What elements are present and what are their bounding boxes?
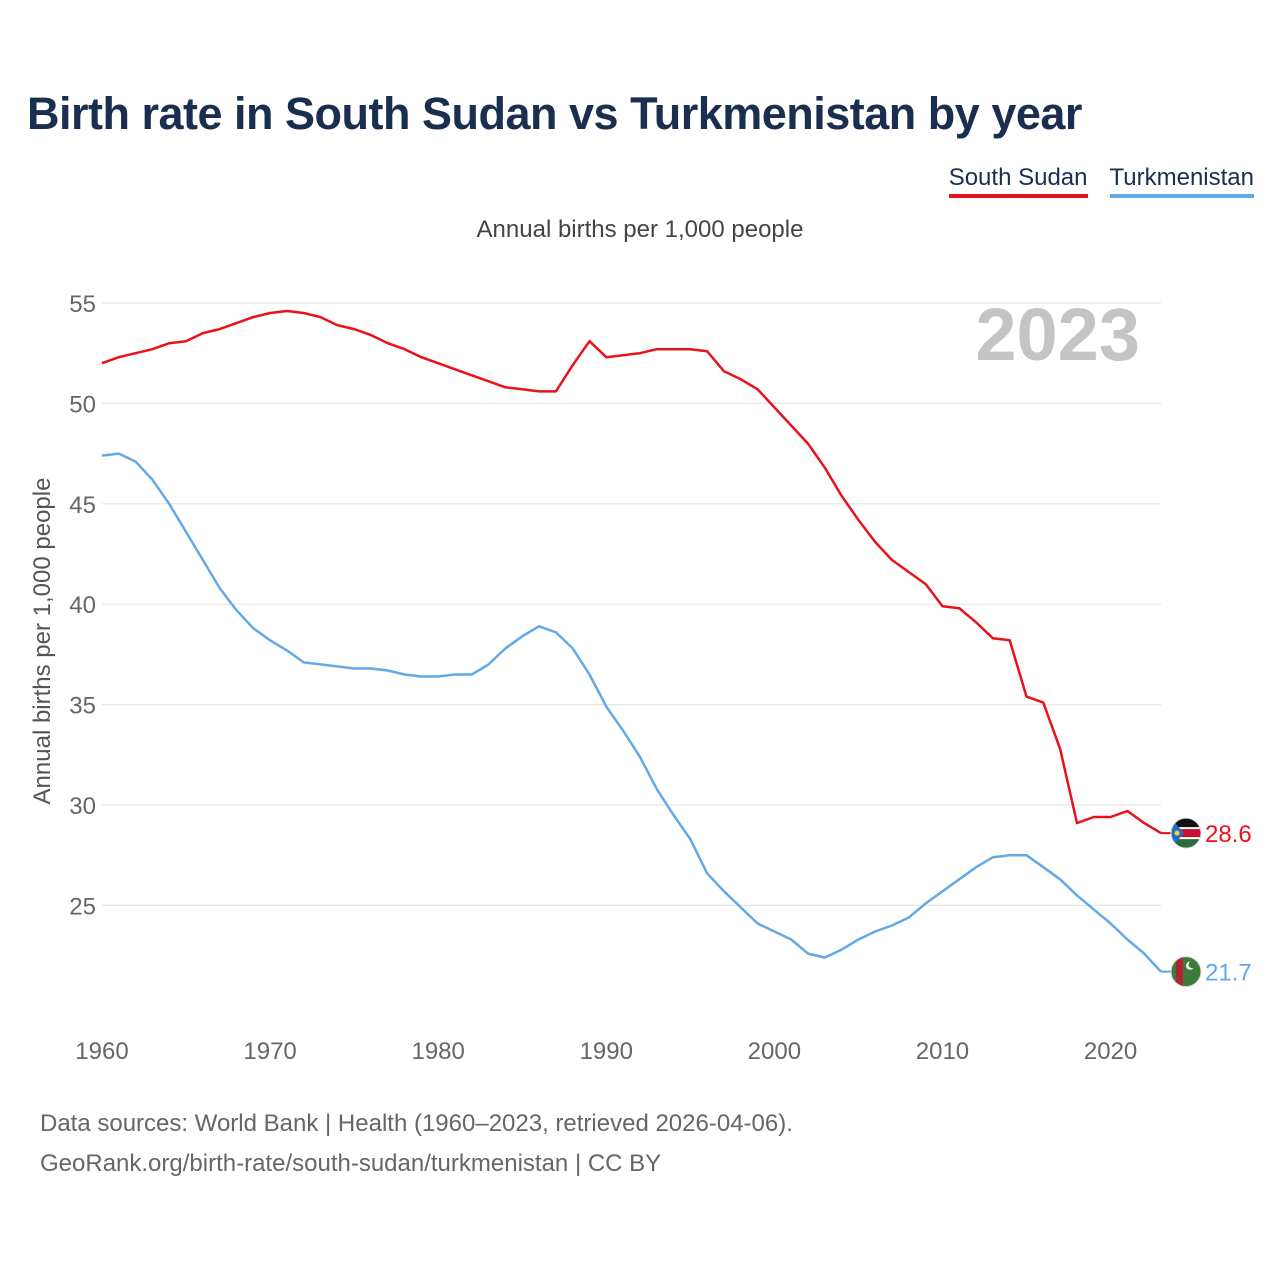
end-value-label-turkmenistan: 21.7	[1205, 960, 1252, 987]
flag-south-sudan-icon	[1170, 817, 1202, 849]
x-tick-label: 1990	[580, 1038, 633, 1065]
x-tick-label: 2020	[1084, 1038, 1137, 1065]
footer: Data sources: World Bank | Health (1960–…	[40, 1104, 793, 1184]
x-tick-label: 2010	[916, 1038, 969, 1065]
x-tick-label: 1970	[243, 1038, 296, 1065]
year-watermark: 2023	[975, 293, 1140, 376]
x-tick-label: 1980	[411, 1038, 464, 1065]
y-axis-ticks: 25 30 35 40 45 50 55	[69, 291, 96, 920]
chart-title: Birth rate in South Sudan vs Turkmenista…	[27, 88, 1082, 139]
legend-item-turkmenistan[interactable]: Turkmenistan	[1109, 164, 1254, 198]
legend: South Sudan Turkmenistan	[948, 164, 1254, 198]
y-tick-label: 35	[69, 693, 96, 720]
series-line-turkmenistan	[101, 452, 1162, 973]
end-value-label-south-sudan: 28.6	[1205, 821, 1252, 848]
y-tick-label: 50	[69, 391, 96, 418]
footer-source: Data sources: World Bank | Health (1960–…	[40, 1110, 793, 1137]
y-tick-label: 25	[69, 893, 96, 920]
y-tick-label: 45	[69, 492, 96, 519]
x-tick-label: 2000	[748, 1038, 801, 1065]
footer-link[interactable]: GeoRank.org/birth-rate/south-sudan/turkm…	[40, 1150, 662, 1177]
flag-turkmenistan-icon	[1170, 956, 1202, 988]
end-markers: 28.6 21.7	[1161, 817, 1252, 988]
series-lines	[101, 309, 1162, 973]
legend-item-south-sudan[interactable]: South Sudan	[948, 164, 1088, 198]
x-axis-ticks: 1960 1970 1980 1990 2000 2010 2020	[75, 1038, 1137, 1065]
y-tick-label: 30	[69, 793, 96, 820]
y-tick-label: 55	[69, 291, 96, 318]
y-tick-label: 40	[69, 592, 96, 619]
y-axis-label: Annual births per 1,000 people	[29, 478, 56, 805]
gridlines	[102, 302, 1161, 907]
series-line-south-sudan	[101, 309, 1162, 835]
x-tick-label: 1960	[75, 1038, 128, 1065]
chart-subtitle: Annual births per 1,000 people	[476, 216, 804, 243]
